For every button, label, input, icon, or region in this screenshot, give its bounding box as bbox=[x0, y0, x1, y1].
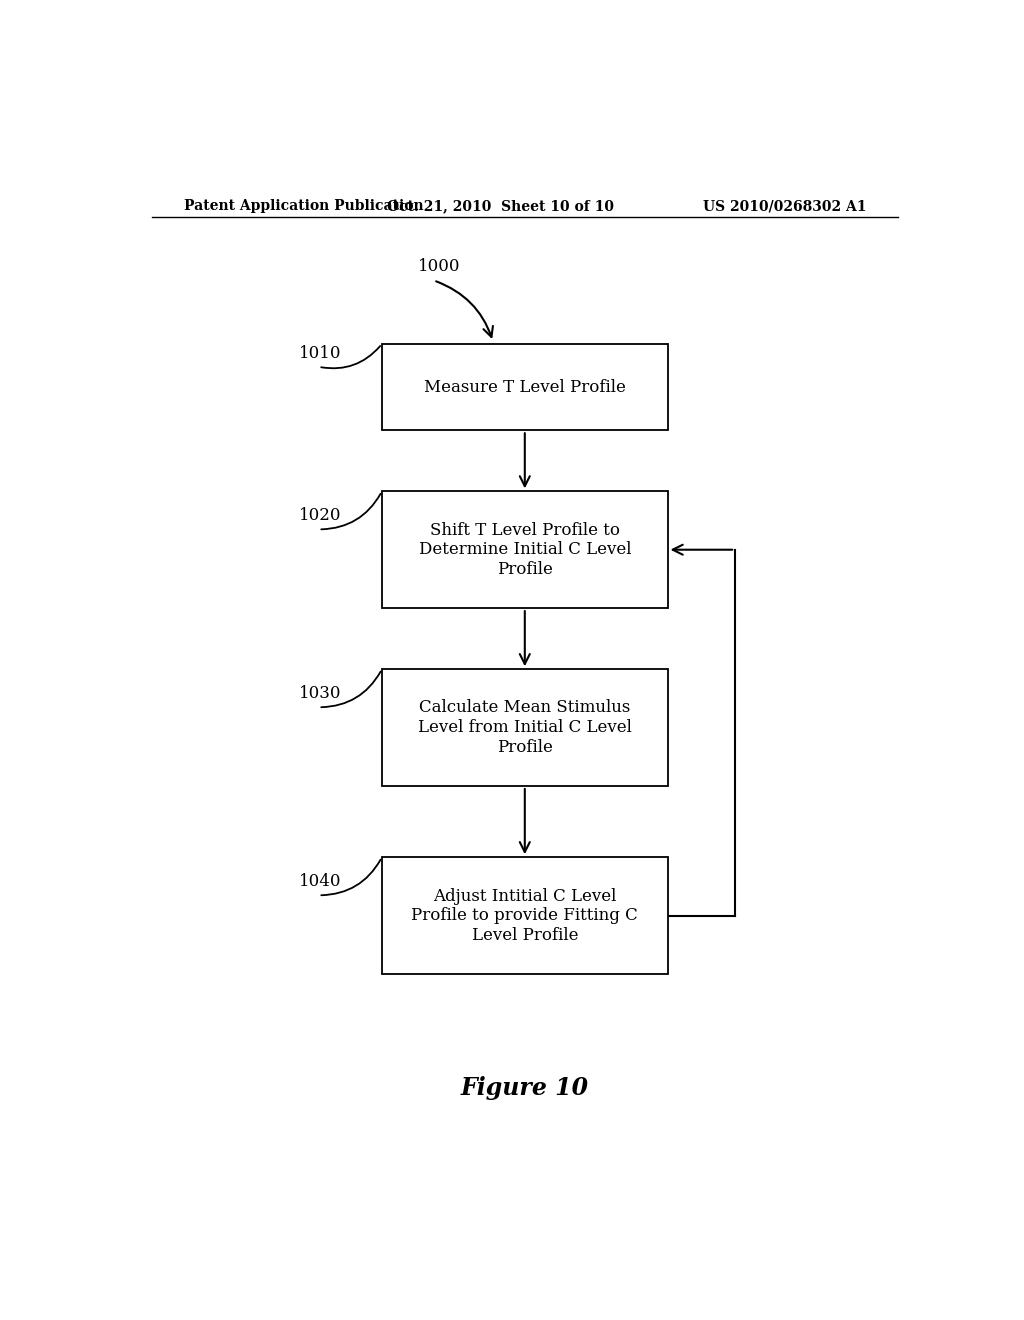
Text: 1030: 1030 bbox=[299, 685, 341, 702]
Text: 1020: 1020 bbox=[299, 507, 341, 524]
Text: US 2010/0268302 A1: US 2010/0268302 A1 bbox=[702, 199, 866, 213]
Text: Measure T Level Profile: Measure T Level Profile bbox=[424, 379, 626, 396]
Text: 1040: 1040 bbox=[299, 874, 341, 890]
Text: Adjust Intitial C Level
Profile to provide Fitting C
Level Profile: Adjust Intitial C Level Profile to provi… bbox=[412, 887, 638, 944]
Text: 1000: 1000 bbox=[418, 259, 460, 276]
FancyBboxPatch shape bbox=[382, 345, 668, 430]
FancyBboxPatch shape bbox=[382, 491, 668, 609]
Text: Shift T Level Profile to
Determine Initial C Level
Profile: Shift T Level Profile to Determine Initi… bbox=[419, 521, 631, 578]
Text: Calculate Mean Stimulus
Level from Initial C Level
Profile: Calculate Mean Stimulus Level from Initi… bbox=[418, 700, 632, 755]
Text: Patent Application Publication: Patent Application Publication bbox=[183, 199, 423, 213]
Text: Oct. 21, 2010  Sheet 10 of 10: Oct. 21, 2010 Sheet 10 of 10 bbox=[387, 199, 614, 213]
Text: 1010: 1010 bbox=[299, 345, 341, 362]
FancyBboxPatch shape bbox=[382, 857, 668, 974]
FancyBboxPatch shape bbox=[382, 669, 668, 785]
Text: Figure 10: Figure 10 bbox=[461, 1076, 589, 1101]
